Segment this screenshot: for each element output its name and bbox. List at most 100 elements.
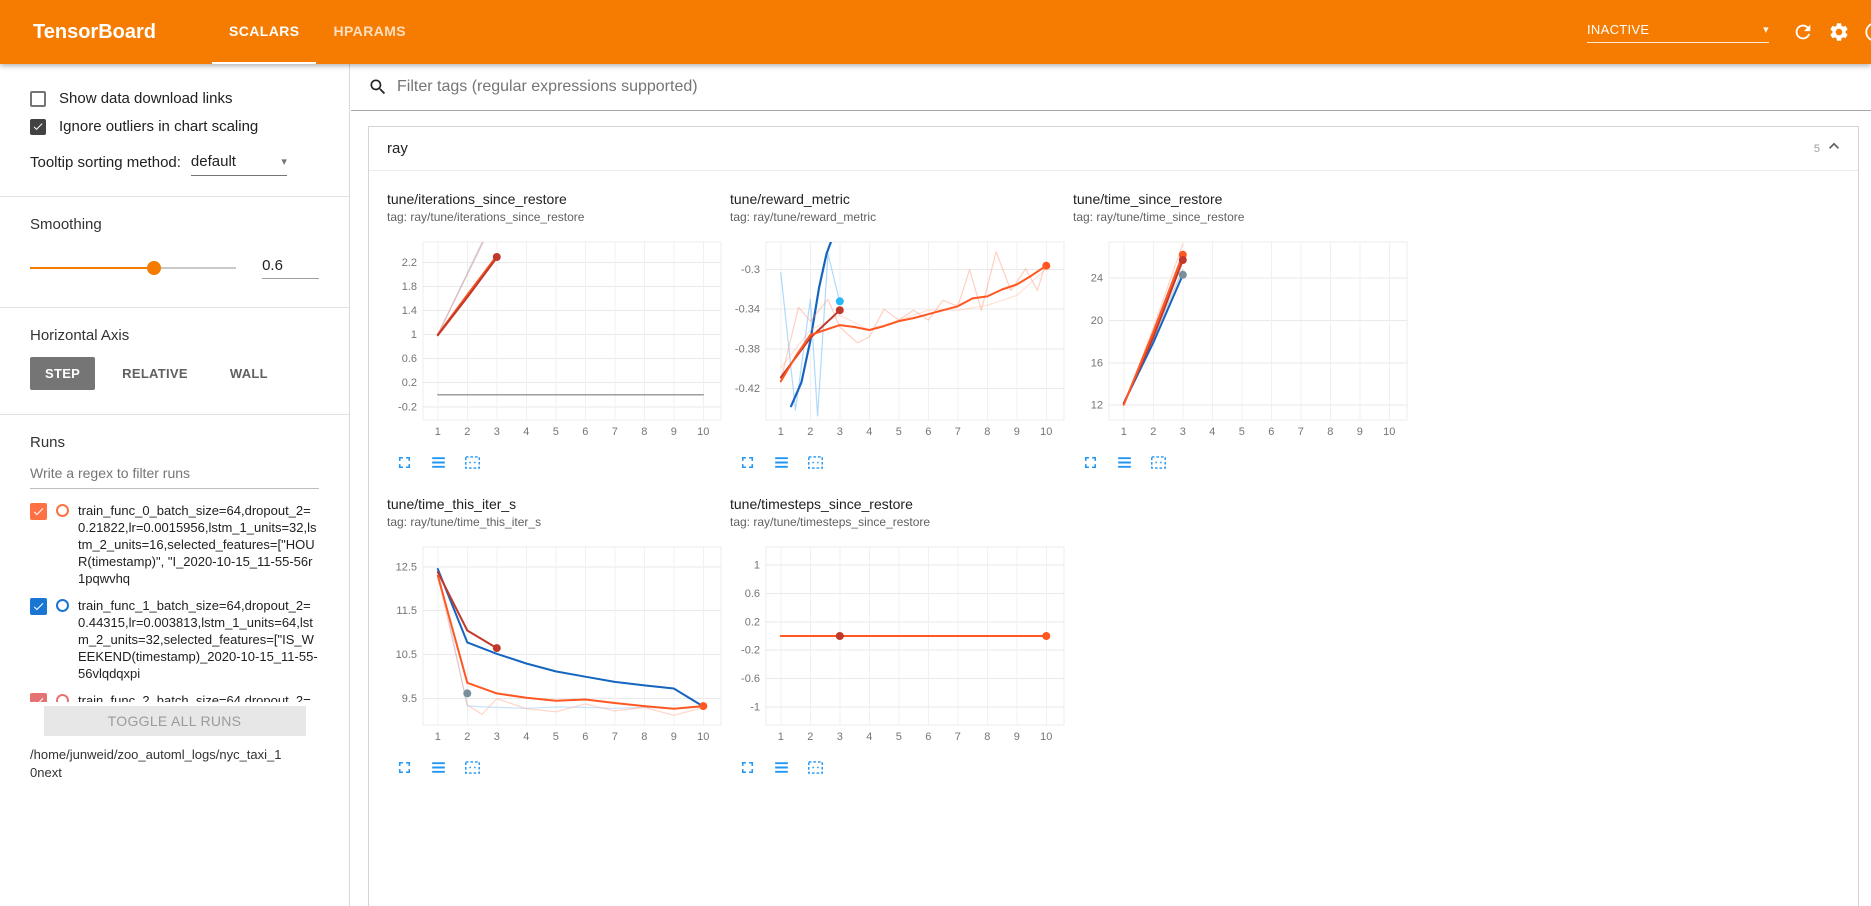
settings-gear-icon[interactable]: [1821, 14, 1857, 50]
tag-filter-input[interactable]: [397, 78, 1847, 96]
chart-plot-area[interactable]: -1 -0.6 -0.2 0.2 0.6 1 1 2 3 4 5 6 7 8 9 10: [730, 537, 1073, 756]
expand-chart-icon[interactable]: [738, 758, 757, 777]
run-label: train_func_2_batch_size=64,dropout_2=: [78, 693, 311, 702]
svg-text:1.4: 1.4: [402, 305, 417, 317]
svg-text:11.5: 11.5: [396, 605, 417, 617]
smoothing-slider[interactable]: [30, 261, 237, 275]
svg-text:1: 1: [1121, 426, 1127, 438]
chart-actions: [730, 453, 1073, 472]
fit-domain-icon[interactable]: [463, 758, 482, 777]
chart-count-badge: 5: [1813, 142, 1820, 155]
svg-text:-0.34: -0.34: [735, 304, 760, 316]
svg-text:4: 4: [523, 731, 529, 743]
chart-tag: tag: ray/tune/reward_metric: [730, 210, 877, 224]
runs-list-icon[interactable]: [429, 453, 448, 472]
toggle-all-runs-button[interactable]: TOGGLE ALL RUNS: [43, 706, 306, 736]
smoothing-value-input[interactable]: 0.6: [262, 257, 319, 279]
run-radio[interactable]: [56, 694, 69, 702]
expand-chart-icon[interactable]: [395, 453, 414, 472]
svg-text:6: 6: [925, 426, 931, 438]
runs-list-icon[interactable]: [772, 758, 791, 777]
svg-text:8: 8: [1327, 426, 1333, 438]
tab-scalars[interactable]: SCALARS: [211, 0, 317, 64]
svg-text:2: 2: [1150, 426, 1156, 438]
chart-plot[interactable]: -0.42 -0.38 -0.34 -0.3 1 2 3 4 5 6 7 8 9 10: [730, 232, 1070, 446]
run-item[interactable]: train_func_0_batch_size=64,dropout_2=0.2…: [30, 502, 319, 587]
svg-text:1: 1: [778, 426, 784, 438]
ignore-outliers-checkbox[interactable]: [30, 118, 46, 135]
chart-card: tune/reward_metric tag: ray/tune/reward_m…: [730, 191, 1073, 472]
chart-actions: [387, 453, 730, 472]
svg-text:5: 5: [1239, 426, 1245, 438]
tooltip-sorting-label: Tooltip sorting method:: [30, 154, 181, 171]
chart-plot[interactable]: -1 -0.6 -0.2 0.2 0.6 1 1 2 3 4 5 6 7 8 9 10: [730, 537, 1070, 751]
axis-wall-button[interactable]: WALL: [215, 357, 283, 390]
axis-relative-button[interactable]: RELATIVE: [107, 357, 203, 390]
fit-domain-icon[interactable]: [1149, 453, 1168, 472]
collapse-section-icon[interactable]: [1824, 136, 1844, 161]
chart-plot[interactable]: -0.2 0.2 0.6 1 1.4 1.8 2.2 1 2 3 4 5 6 7 8 9 10: [387, 232, 727, 446]
fit-domain-icon[interactable]: [463, 453, 482, 472]
chart-plot-area[interactable]: 12 16 20 24 1 2 3 4 5 6 7 8 9 10: [1073, 232, 1416, 451]
svg-text:10: 10: [697, 731, 709, 743]
chart-card: tune/time_this_iter_s tag: ray/tune/time_…: [387, 496, 730, 777]
svg-text:-0.6: -0.6: [741, 673, 760, 685]
svg-text:2: 2: [464, 426, 470, 438]
svg-text:7: 7: [612, 731, 618, 743]
chart-card: tune/timesteps_since_restore tag: ray/tun…: [730, 496, 1073, 777]
svg-text:7: 7: [1298, 426, 1304, 438]
svg-text:3: 3: [1180, 426, 1186, 438]
fit-domain-icon[interactable]: [806, 758, 825, 777]
tag-filter-bar: [351, 64, 1871, 111]
run-checkbox[interactable]: [30, 503, 47, 520]
show-download-links-checkbox[interactable]: [30, 90, 46, 107]
expand-chart-icon[interactable]: [395, 758, 414, 777]
svg-text:9: 9: [671, 731, 677, 743]
chart-plot-area[interactable]: -0.2 0.2 0.6 1 1.4 1.8 2.2 1 2 3 4 5 6 7 8 9 10: [387, 232, 730, 451]
ray-section-card: ray 5 tune/iterations_since_restore tag: …: [368, 126, 1859, 906]
fit-domain-icon[interactable]: [806, 453, 825, 472]
svg-text:6: 6: [582, 426, 588, 438]
axis-step-button[interactable]: STEP: [30, 357, 96, 390]
svg-text:1: 1: [435, 731, 441, 743]
runs-filter-input[interactable]: [30, 459, 319, 489]
run-item[interactable]: train_func_2_batch_size=64,dropout_2=: [30, 692, 319, 702]
chart-plot-area[interactable]: -0.42 -0.38 -0.34 -0.3 1 2 3 4 5 6 7 8 9 10: [730, 232, 1073, 451]
chart-plot[interactable]: 9.5 10.5 11.5 12.5 1 2 3 4 5 6 7 8 9 10: [387, 537, 727, 751]
data-status-select[interactable]: INACTIVE ▾: [1587, 22, 1769, 43]
chart-tag: tag: ray/tune/time_since_restore: [1073, 210, 1245, 224]
chart-title: tune/time_this_iter_s: [387, 496, 517, 512]
svg-text:-0.38: -0.38: [735, 343, 760, 355]
svg-text:-1: -1: [750, 702, 760, 714]
smoothing-slider-handle[interactable]: [146, 261, 161, 275]
svg-text:-0.2: -0.2: [741, 645, 760, 657]
expand-chart-icon[interactable]: [738, 453, 757, 472]
tooltip-sorting-select[interactable]: default ▾: [190, 153, 287, 176]
show-download-links-row[interactable]: Show data download links: [30, 90, 319, 107]
chart-actions: [387, 758, 730, 777]
run-label: train_func_0_batch_size=64,dropout_2=0.2…: [78, 503, 317, 586]
chart-tag: tag: ray/tune/timesteps_since_restore: [730, 515, 931, 529]
svg-text:1: 1: [411, 329, 417, 341]
runs-list-icon[interactable]: [1115, 453, 1134, 472]
ignore-outliers-row[interactable]: Ignore outliers in chart scaling: [30, 118, 319, 135]
svg-text:9: 9: [1014, 731, 1020, 743]
chart-title: tune/reward_metric: [730, 191, 850, 207]
chart-plot-area[interactable]: 9.5 10.5 11.5 12.5 1 2 3 4 5 6 7 8 9 10: [387, 537, 730, 756]
dropdown-arrow-icon: ▾: [281, 156, 287, 168]
refresh-icon[interactable]: [1785, 14, 1821, 50]
sidebar: Show data download links Ignore outliers…: [0, 64, 350, 906]
ray-section-header[interactable]: ray 5: [369, 127, 1858, 171]
run-radio[interactable]: [56, 599, 69, 612]
help-icon[interactable]: [1857, 14, 1871, 50]
expand-chart-icon[interactable]: [1081, 453, 1100, 472]
run-radio[interactable]: [56, 504, 69, 517]
runs-list-icon[interactable]: [429, 758, 448, 777]
tab-hparams[interactable]: HPARAMS: [333, 23, 407, 39]
run-item[interactable]: train_func_1_batch_size=64,dropout_2=0.4…: [30, 597, 319, 682]
run-checkbox[interactable]: [30, 598, 47, 615]
runs-list-icon[interactable]: [772, 453, 791, 472]
run-checkbox[interactable]: [30, 693, 47, 702]
svg-text:4: 4: [1209, 426, 1215, 438]
